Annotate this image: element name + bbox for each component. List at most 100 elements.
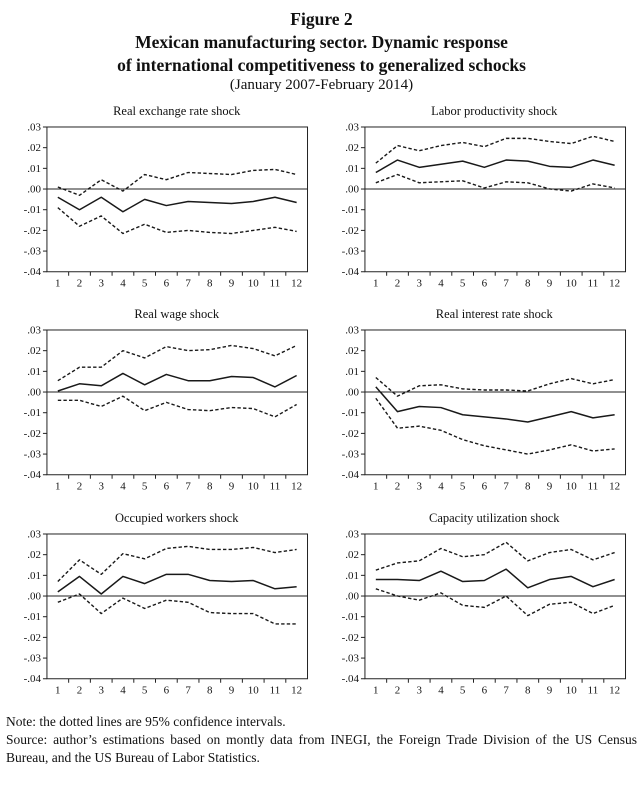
svg-text:2: 2 (394, 685, 399, 697)
svg-text:4: 4 (120, 481, 126, 493)
svg-text:6: 6 (481, 481, 487, 493)
chart-title: Real wage shock (134, 307, 220, 322)
chart-real-exchange-rate-shock: Real exchange rate shock .03 .02 .01 .00 -.0… (9, 104, 317, 292)
svg-text:6: 6 (481, 277, 487, 289)
svg-text:5: 5 (142, 277, 148, 289)
svg-text:12: 12 (609, 481, 620, 493)
svg-text:1: 1 (373, 481, 378, 493)
svg-text:5: 5 (142, 481, 148, 493)
figure-subtitle: (January 2007-February 2014) (229, 77, 414, 94)
svg-text:-.01: -.01 (24, 408, 41, 420)
svg-text:.02: .02 (27, 549, 41, 561)
svg-text:8: 8 (525, 277, 531, 289)
svg-text:10: 10 (565, 481, 576, 493)
svg-text:-.02: -.02 (341, 632, 358, 644)
svg-text:2: 2 (394, 277, 399, 289)
figure-label: Figure 2 (290, 9, 353, 29)
svg-text:7: 7 (185, 481, 191, 493)
svg-text:-.04: -.04 (341, 673, 359, 685)
svg-text:.00: .00 (345, 183, 359, 195)
svg-text:-.01: -.01 (24, 204, 41, 216)
svg-text:2: 2 (77, 481, 82, 493)
svg-text:10: 10 (248, 481, 259, 493)
svg-text:1: 1 (55, 481, 60, 493)
svg-text:-.03: -.03 (24, 245, 42, 257)
svg-text:-.04: -.04 (24, 266, 42, 278)
svg-text:11: 11 (270, 277, 281, 289)
chart-title: Real exchange rate shock (113, 103, 241, 118)
svg-text:.03: .03 (345, 529, 359, 541)
svg-text:11: 11 (587, 481, 598, 493)
chart-plot-real-interest-rate-shock: .03.02.01.00-.01-.02-.03-.041 2 3 4 5 6 7 8 9 10 1… (341, 325, 626, 493)
svg-text:11: 11 (587, 277, 598, 289)
svg-text:3: 3 (98, 277, 104, 289)
svg-text:6: 6 (481, 685, 487, 697)
svg-text:3: 3 (416, 685, 422, 697)
svg-text:9: 9 (546, 685, 552, 697)
figure-notes: Note: the dotted lines are 95% confidenc… (6, 713, 637, 768)
svg-text:.03: .03 (345, 121, 359, 133)
svg-text:9: 9 (546, 481, 552, 493)
series-lower-95ci (57, 593, 297, 625)
svg-text:.00: .00 (27, 387, 41, 399)
svg-text:8: 8 (525, 685, 531, 697)
svg-text:8: 8 (525, 481, 531, 493)
series-response (57, 373, 297, 393)
svg-text:1: 1 (373, 685, 378, 697)
svg-text:.03: .03 (345, 325, 359, 337)
chart-plot-real-wage-shock: .03.02.01.00-.01-.02-.03-.041 2 3 4 5 6 7 8 9 10 1… (24, 325, 309, 493)
svg-text:12: 12 (291, 481, 302, 493)
svg-text:-.04: -.04 (24, 470, 42, 482)
svg-text:.03: .03 (27, 325, 41, 337)
svg-text:.03: .03 (27, 121, 41, 133)
svg-text:.02: .02 (27, 142, 41, 154)
svg-text:.00: .00 (345, 387, 359, 399)
series-lower-95ci (57, 206, 297, 234)
svg-text:11: 11 (270, 685, 281, 697)
svg-text:.01: .01 (27, 366, 41, 378)
series-lower-95ci (375, 588, 615, 617)
svg-text:12: 12 (609, 685, 620, 697)
source-line: Source: author’s estimations based on mo… (6, 732, 637, 766)
svg-text:9: 9 (229, 277, 235, 289)
svg-text:8: 8 (207, 685, 213, 697)
svg-text:10: 10 (248, 277, 259, 289)
svg-text:6: 6 (164, 277, 170, 289)
chart-capacity-utilization-shock: Capacity utilization shock .03 .02 .01 .00 -… (327, 511, 635, 699)
svg-text:5: 5 (459, 481, 465, 493)
svg-text:5: 5 (459, 277, 465, 289)
svg-text:6: 6 (164, 685, 170, 697)
series-lower-95ci (57, 395, 297, 419)
svg-text:-.01: -.01 (341, 408, 358, 420)
svg-text:.02: .02 (345, 346, 359, 358)
svg-text:10: 10 (565, 685, 576, 697)
series-upper-95ci (57, 168, 297, 196)
series-upper-95ci (374, 135, 615, 164)
svg-text:-.03: -.03 (341, 449, 359, 461)
svg-text:-.02: -.02 (24, 428, 41, 440)
svg-text:-.01: -.01 (24, 611, 41, 623)
series-upper-95ci (57, 545, 297, 583)
svg-text:-.04: -.04 (341, 470, 359, 482)
svg-text:7: 7 (185, 277, 191, 289)
chart-plot-labor-productivity-shock: .03.02.01.00-.01-.02-.03-.041 2 3 4 5 6 7 8 9 10 1… (341, 121, 626, 289)
svg-text:-.04: -.04 (341, 266, 359, 278)
svg-text:.01: .01 (345, 366, 359, 378)
svg-text:.03: .03 (27, 529, 41, 541)
svg-text:2: 2 (394, 481, 399, 493)
series-upper-95ci (374, 377, 615, 398)
svg-text:1: 1 (55, 685, 60, 697)
svg-text:-.02: -.02 (341, 225, 358, 237)
series-response (374, 159, 615, 173)
svg-text:12: 12 (291, 277, 302, 289)
figure-title-line2: of international competitiveness to gene… (117, 54, 526, 75)
svg-text:.00: .00 (345, 591, 359, 603)
svg-text:3: 3 (416, 277, 422, 289)
chart-plot-capacity-utilization-shock: .03.02.01.00-.01-.02-.03-.041 2 3 4 5 6 7 8 9 10 1… (341, 529, 626, 697)
svg-text:.02: .02 (345, 549, 359, 561)
svg-text:-.03: -.03 (24, 449, 42, 461)
series-response (57, 573, 297, 595)
series-response (375, 568, 615, 589)
svg-text:7: 7 (503, 277, 509, 289)
